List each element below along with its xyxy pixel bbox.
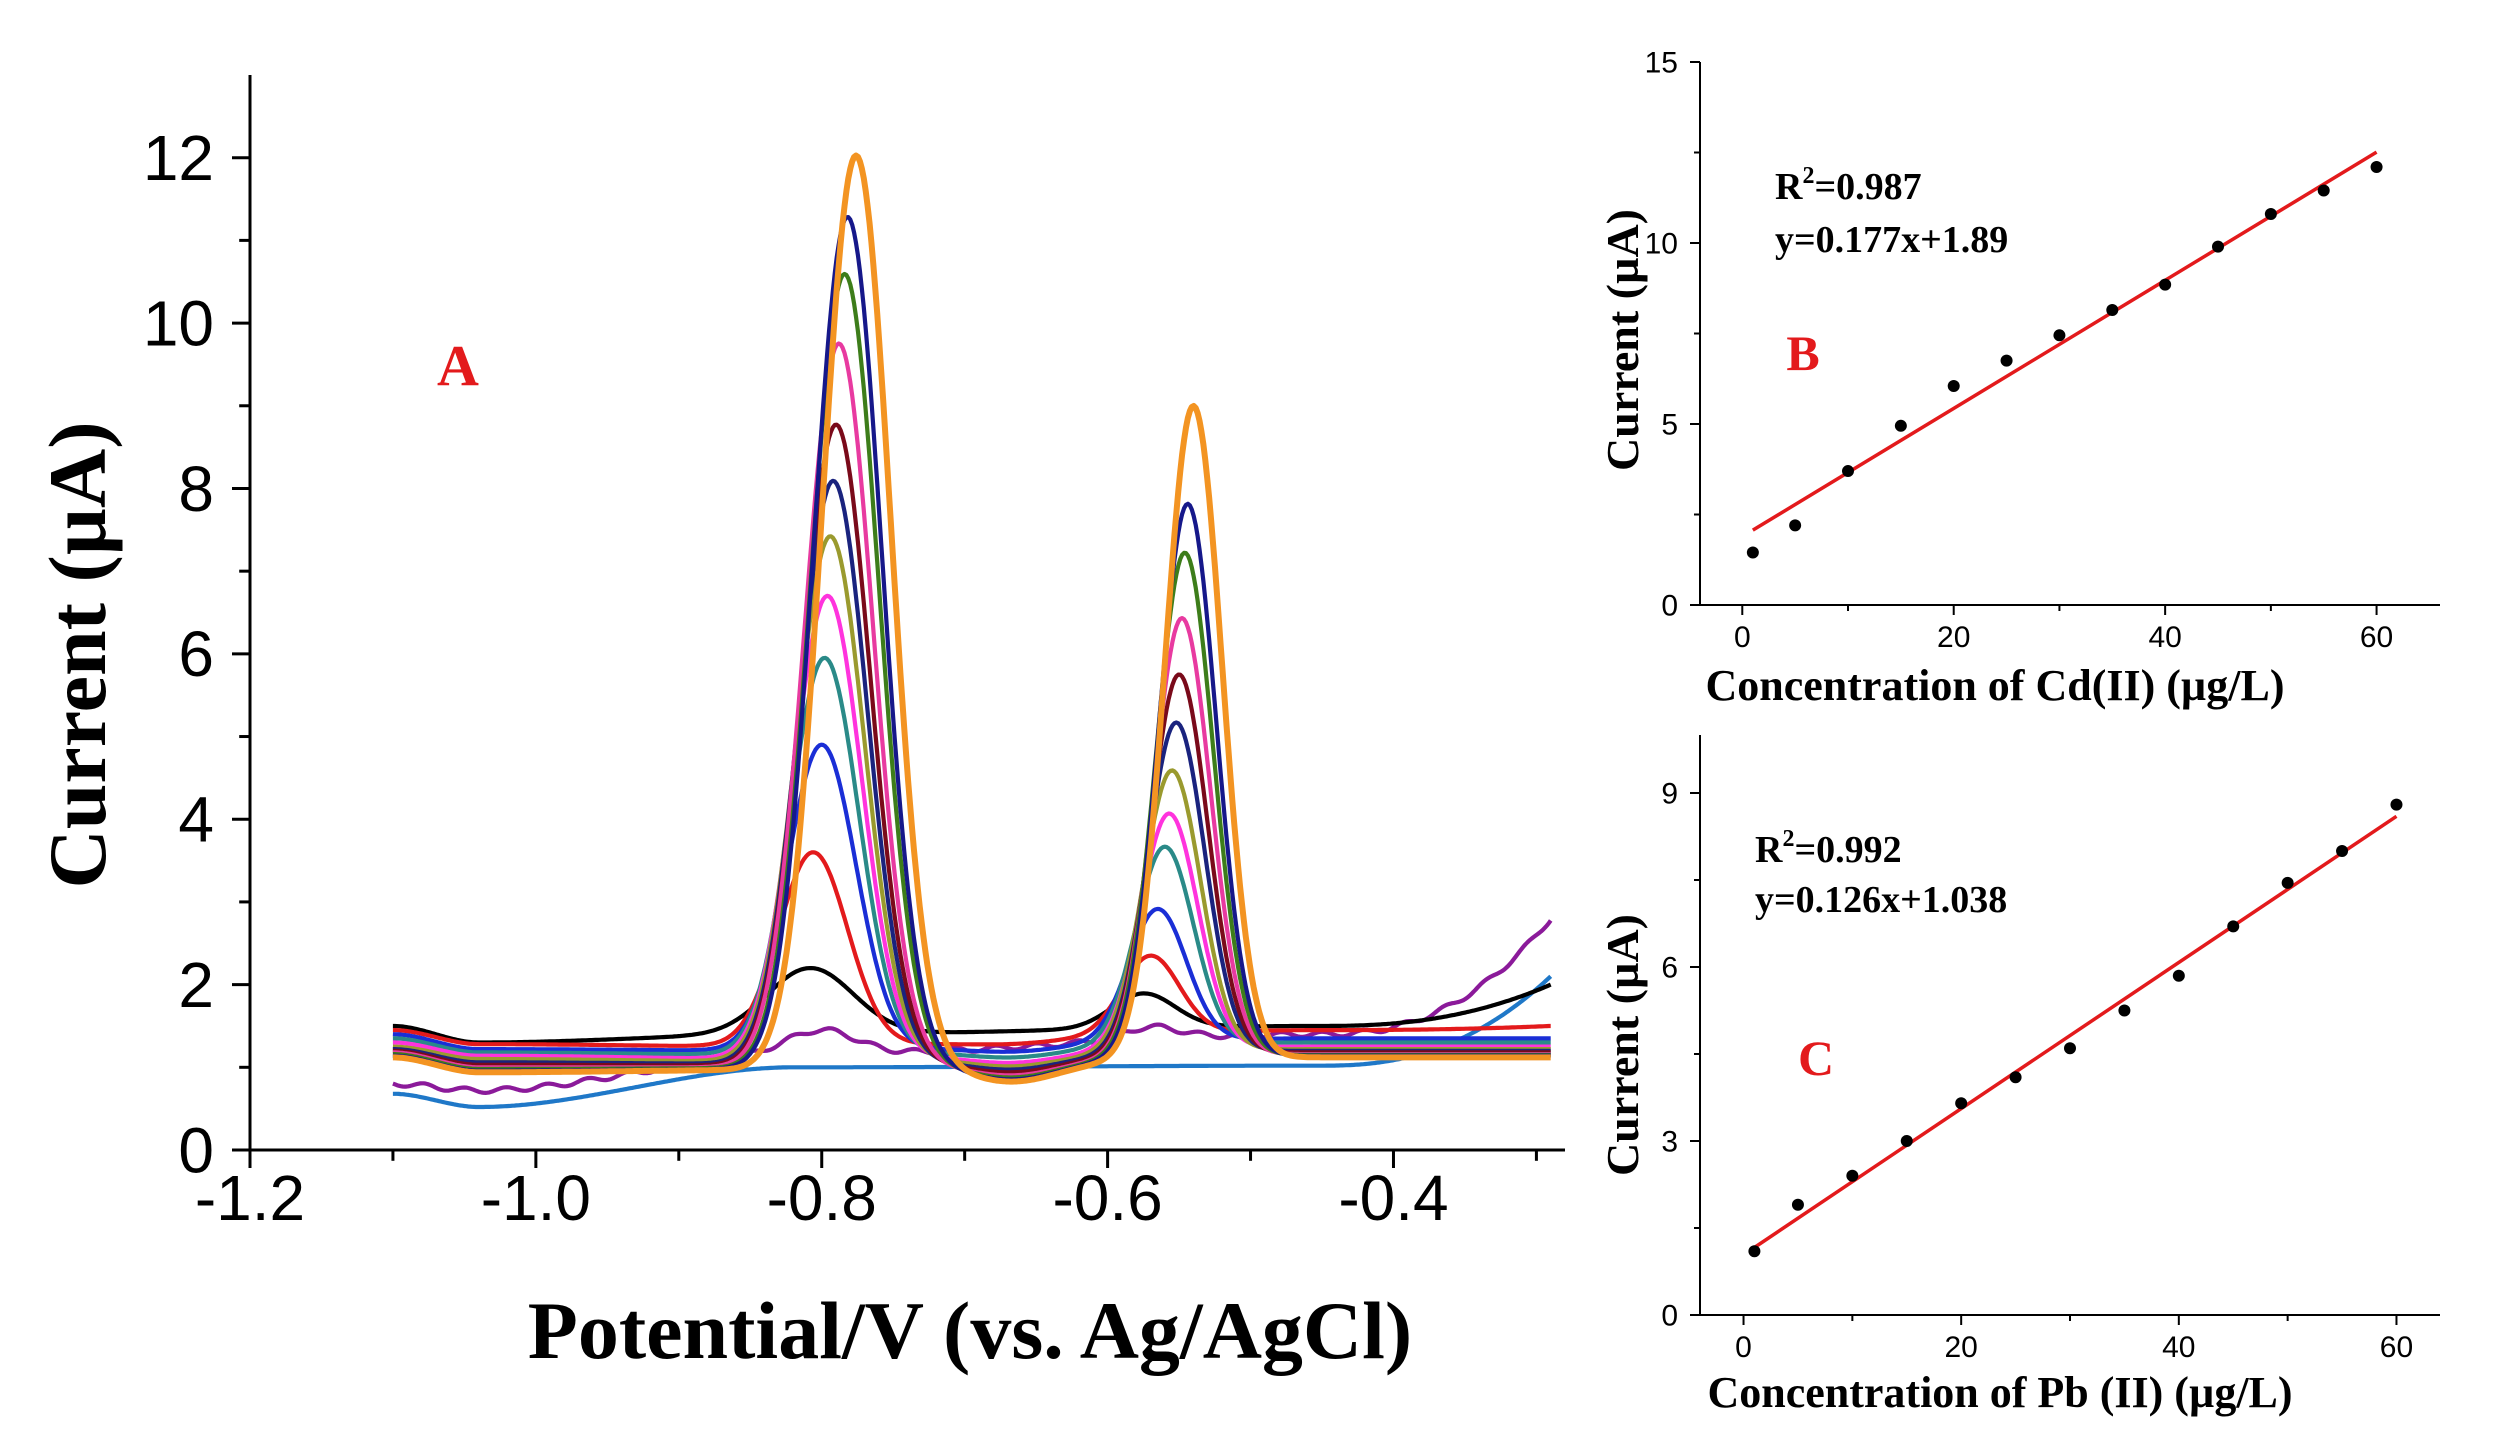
panel-a-x-tick-label: -0.4 <box>1338 1162 1448 1234</box>
panel-a-x-axis-label: Potential/V (vs. Ag/AgCl) <box>528 1285 1413 1376</box>
panel-a-y-tick-label: 0 <box>178 1114 214 1186</box>
panel-b-points <box>1746 160 2383 559</box>
panel-c-point <box>2281 876 2294 889</box>
panel-b-point <box>2370 160 2383 173</box>
panel-b-label: B <box>1786 325 1819 381</box>
panel-b-r-prefix: R <box>1775 166 1803 208</box>
panel-b-x-tick-label: 40 <box>2148 621 2181 654</box>
panel-c-point <box>2336 845 2349 857</box>
panel-a-y-tick-label: 8 <box>178 453 214 525</box>
panel-a-curves <box>391 152 1553 1110</box>
panel-a-label: A <box>437 333 479 398</box>
panel-a-y-tick-label: 4 <box>178 784 214 856</box>
panel-c-r-prefix: R <box>1755 829 1783 871</box>
panel-a-x-tick-label: -0.6 <box>1052 1162 1162 1234</box>
panel-c-point <box>2118 1004 2131 1017</box>
panel-b-point <box>2053 329 2066 342</box>
panel-c-pb-calibration: 0 20 40 60 0 3 6 9 R2=0.992 y=0.126x+1.038 C Co… <box>1597 735 2440 1417</box>
panel-b-point <box>2317 184 2330 197</box>
panel-c-y-axis-label: Current (µA) <box>1597 914 1648 1176</box>
panel-a-series-3 <box>392 850 1551 1048</box>
panel-a-y-tick-label: 2 <box>178 949 214 1021</box>
panel-c-y-tick-label: 6 <box>1661 952 1678 985</box>
panel-c-r-value: =0.992 <box>1794 829 1901 871</box>
panel-c-point <box>1900 1135 1913 1147</box>
panel-c-point <box>1748 1245 1761 1258</box>
panel-a-x-tick-label: -1.0 <box>481 1162 591 1234</box>
panel-b-r-squared: R2=0.987 <box>1775 163 1922 208</box>
panel-a-x-tick-label: -0.8 <box>767 1162 877 1234</box>
panel-a-series-13 <box>391 152 1552 1085</box>
panel-b-r-sup: 2 <box>1802 163 1814 189</box>
panel-a-ticks: -1.2 -1.0 -0.8 -0.6 -0.4 0 2 4 6 8 10 12 <box>143 122 1538 1234</box>
panel-a-y-tick-label: 10 <box>143 287 214 359</box>
panel-b-point <box>1842 465 1854 478</box>
panel-b-point <box>2212 240 2224 253</box>
panel-a-series-5 <box>392 655 1551 1060</box>
panel-c-point <box>2064 1042 2076 1055</box>
panel-a-series-4 <box>392 742 1551 1054</box>
panel-b-y-tick-label: 5 <box>1661 409 1678 442</box>
panel-b-point <box>1894 419 1907 432</box>
panel-c-r-sup: 2 <box>1782 826 1794 852</box>
panel-c-y-tick-label: 9 <box>1661 778 1678 811</box>
panel-c-x-tick-label: 60 <box>2380 1331 2413 1364</box>
panel-b-cd-calibration: 0 20 40 60 0 5 10 15 R2=0.987 y=0.177x+1.89 B C… <box>1597 47 2440 710</box>
panel-b-y-axis-label: Current (µA) <box>1597 209 1648 471</box>
panel-c-x-tick-label: 40 <box>2162 1331 2195 1364</box>
panel-c-point <box>2390 798 2403 811</box>
panel-c-r-squared: R2=0.992 <box>1755 826 1902 871</box>
panel-b-r-value: =0.987 <box>1814 166 1921 208</box>
panel-b-point <box>2000 354 2013 367</box>
panel-b-y-tick-label: 10 <box>1645 228 1678 261</box>
panel-a-series-6 <box>392 593 1551 1065</box>
panel-c-equation: y=0.126x+1.038 <box>1755 879 2007 921</box>
panel-a-y-tick-label: 12 <box>143 122 214 194</box>
panel-c-point <box>2172 969 2185 982</box>
panel-a-voltammogram: -1.2 -1.0 -0.8 -0.6 -0.4 0 2 4 6 8 10 12 A Potentia… <box>32 75 1565 1376</box>
panel-c-point <box>1846 1169 1859 1182</box>
panel-c-y-tick-label: 0 <box>1661 1300 1678 1333</box>
panel-c-x-tick-label: 20 <box>1944 1331 1977 1364</box>
panel-a-series-2 <box>392 965 1552 1045</box>
panel-a-y-axis-label: Current (µA) <box>32 421 123 888</box>
panel-c-x-axis-label: Concentration of Pb (II) (µg/L) <box>1707 1368 2292 1417</box>
panel-a-x-tick-label: -1.2 <box>195 1162 305 1234</box>
panel-b-point <box>1789 519 1802 532</box>
panel-b-x-axis-label: Concentration of Cd(II) (µg/L) <box>1706 661 2285 710</box>
panel-a-y-tick-label: 6 <box>178 618 214 690</box>
panel-c-point <box>2009 1071 2022 1084</box>
panel-b-y-tick-label: 15 <box>1645 47 1678 80</box>
panel-c-y-tick-label: 3 <box>1661 1126 1678 1159</box>
panel-b-point <box>2264 208 2277 221</box>
panel-b-y-tick-label: 0 <box>1661 590 1678 623</box>
panel-b-point <box>2106 303 2119 316</box>
panel-b-point <box>1746 546 1759 559</box>
panel-b-x-tick-label: 60 <box>2360 621 2393 654</box>
panel-c-x-tick-label: 0 <box>1735 1331 1752 1364</box>
panel-c-ticks: 0 20 40 60 0 3 6 9 <box>1661 778 2413 1365</box>
panel-c-point <box>1791 1198 1804 1211</box>
panel-c-point <box>1955 1097 1968 1110</box>
panel-c-points <box>1748 798 2403 1258</box>
panel-b-x-tick-label: 0 <box>1734 621 1751 654</box>
panel-b-point <box>1947 379 1960 392</box>
panel-c-label: C <box>1798 1030 1834 1086</box>
panel-b-point <box>2159 278 2172 291</box>
panel-b-x-tick-label: 20 <box>1937 621 1970 654</box>
panel-c-point <box>2227 920 2240 933</box>
panel-b-equation: y=0.177x+1.89 <box>1775 219 2008 261</box>
panel-b-ticks: 0 20 40 60 0 5 10 15 <box>1645 47 2394 655</box>
